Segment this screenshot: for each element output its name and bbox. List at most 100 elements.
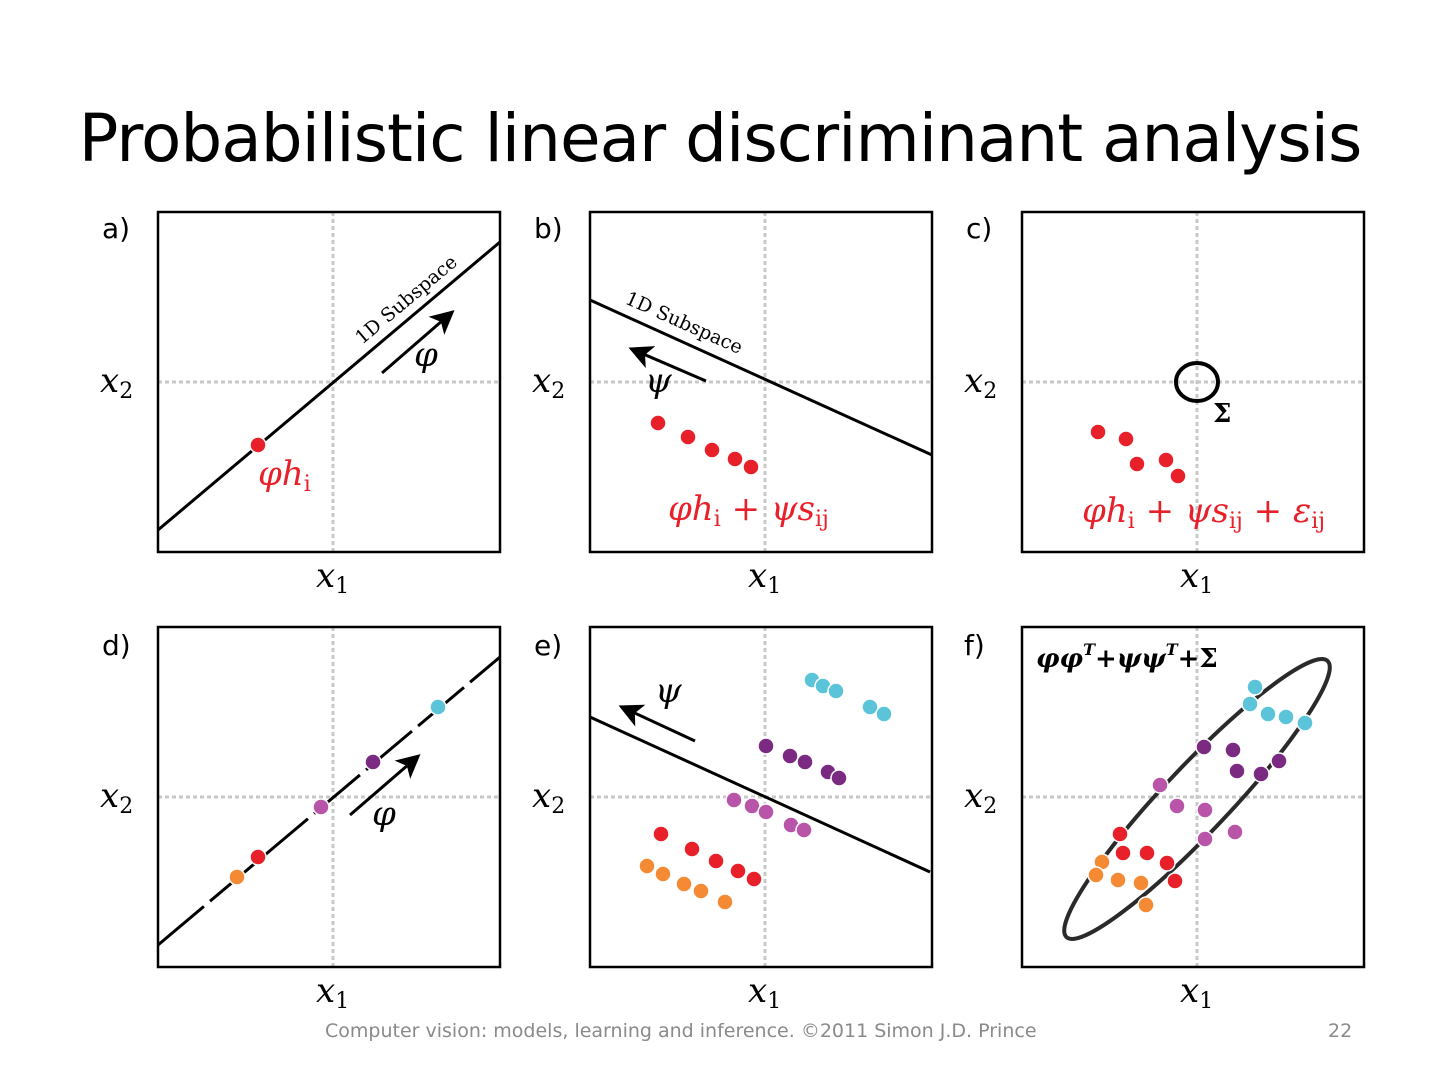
x1-axis-label: x1 <box>748 556 781 599</box>
psi-symbol: ψ <box>645 361 672 401</box>
red-data-point <box>249 848 267 866</box>
panel-label: c) <box>966 212 992 245</box>
formula: φhi + ψsij + εij <box>1082 491 1325 534</box>
sigma-symbol: Σ <box>1213 399 1231 429</box>
purple-data-point <box>1195 738 1213 756</box>
slide-footer: Computer vision: models, learning and in… <box>325 1020 1037 1042</box>
orange-data-point <box>1137 896 1155 914</box>
x2-axis-label: x2 <box>532 361 565 404</box>
panel-d: d) φ <box>102 629 501 947</box>
pink-data-point <box>1196 801 1214 819</box>
panel-label: a) <box>102 212 130 245</box>
phi-arrow-icon <box>349 754 421 817</box>
red-data-point <box>679 428 697 446</box>
orange-data-point <box>1109 871 1127 889</box>
panel-frame: x1 x2 <box>964 625 1366 1014</box>
x2-axis-label: x2 <box>964 776 997 819</box>
red-data-point <box>1166 872 1184 890</box>
phi-arrow-icon <box>381 310 455 375</box>
cyan-data-point <box>1246 678 1264 696</box>
panel-label: f) <box>964 629 985 662</box>
phi-symbol: φ <box>372 794 396 834</box>
purple-data-point <box>1252 765 1270 783</box>
pink-data-point <box>312 798 330 816</box>
cyan-data-point <box>1277 708 1295 726</box>
red-data-point <box>1157 451 1175 469</box>
panel-label: b) <box>534 212 563 245</box>
x1-axis-label: x1 <box>1180 556 1213 599</box>
panel-frame: x1 x2 <box>100 625 502 1014</box>
panel-label: e) <box>534 629 562 662</box>
covariance-ellipse <box>1062 657 1332 941</box>
purple-data-point <box>781 747 799 765</box>
purple-data-point <box>1270 752 1288 770</box>
plot-frame <box>156 625 502 969</box>
x1-axis-label: x1 <box>316 971 349 1014</box>
subspace-line <box>157 240 501 532</box>
red-data-point <box>729 862 747 880</box>
x2-axis-label: x2 <box>532 776 565 819</box>
panel-b: b) 1D Subspace ψ φhi + ψsij <box>534 212 933 532</box>
purple-data-point <box>796 753 814 771</box>
page-number: 22 <box>1328 1020 1353 1042</box>
red-data-point <box>726 450 744 468</box>
cyan-data-point <box>429 698 447 716</box>
red-data-point <box>652 825 670 843</box>
red-data-point <box>1117 430 1135 448</box>
subspace-label: 1D Subspace <box>351 251 462 349</box>
panel-c: c) Σ φhi + ψsij + εij <box>966 212 1325 534</box>
panel-frame: x1 x2 <box>532 625 934 1014</box>
red-data-point <box>703 441 721 459</box>
plot-frame <box>1020 210 1366 554</box>
red-data-point <box>683 840 701 858</box>
orange-data-point <box>1132 874 1150 892</box>
orange-data-point <box>675 875 693 893</box>
pink-data-point <box>795 821 813 839</box>
red-data-point <box>1138 844 1156 862</box>
orange-data-point <box>638 857 656 875</box>
psi-arrow-icon <box>618 704 696 743</box>
red-data-point <box>1169 467 1187 485</box>
x2-axis-label: x2 <box>100 776 133 819</box>
subspace-line <box>157 655 501 947</box>
red-data-point <box>249 436 267 454</box>
cyan-data-point <box>827 682 845 700</box>
formula: φhi + ψsij <box>668 489 829 532</box>
plot-frame <box>588 625 934 969</box>
panel-e: e) ψ <box>534 629 931 874</box>
pink-data-point <box>757 803 775 821</box>
panel-label: d) <box>102 629 131 662</box>
plot-frame <box>1020 625 1366 969</box>
cyan-data-point <box>861 698 879 716</box>
pink-data-point <box>1226 823 1244 841</box>
orange-data-point <box>228 868 246 886</box>
purple-data-point <box>1228 762 1246 780</box>
panel-a: a) 1D Subspace φ φhi <box>102 212 501 532</box>
red-data-point <box>1158 854 1176 872</box>
panel-frame: x1 x2 <box>532 210 934 599</box>
cyan-data-point <box>875 705 893 723</box>
psi-arrow-icon <box>628 346 707 383</box>
formula: φhi <box>258 454 311 497</box>
panel-frame: x1 x2 <box>964 210 1366 599</box>
purple-data-point <box>1224 741 1242 759</box>
red-data-point <box>742 458 760 476</box>
orange-data-point <box>716 893 734 911</box>
red-data-point <box>649 414 667 432</box>
red-data-point <box>1089 423 1107 441</box>
pink-data-point <box>725 791 743 809</box>
red-data-point <box>1114 844 1132 862</box>
phi-symbol: φ <box>414 335 438 375</box>
cyan-data-point <box>1296 714 1314 732</box>
purple-data-point <box>757 737 775 755</box>
cyan-data-point <box>1259 705 1277 723</box>
cyan-data-point <box>1241 695 1259 713</box>
red-data-point <box>1111 825 1129 843</box>
panel-frame: x1 x2 <box>100 210 502 599</box>
pink-data-point <box>1196 830 1214 848</box>
subspace-line <box>589 298 933 457</box>
x1-axis-label: x1 <box>1180 971 1213 1014</box>
x1-axis-label: x1 <box>316 556 349 599</box>
pink-data-point <box>1168 797 1186 815</box>
